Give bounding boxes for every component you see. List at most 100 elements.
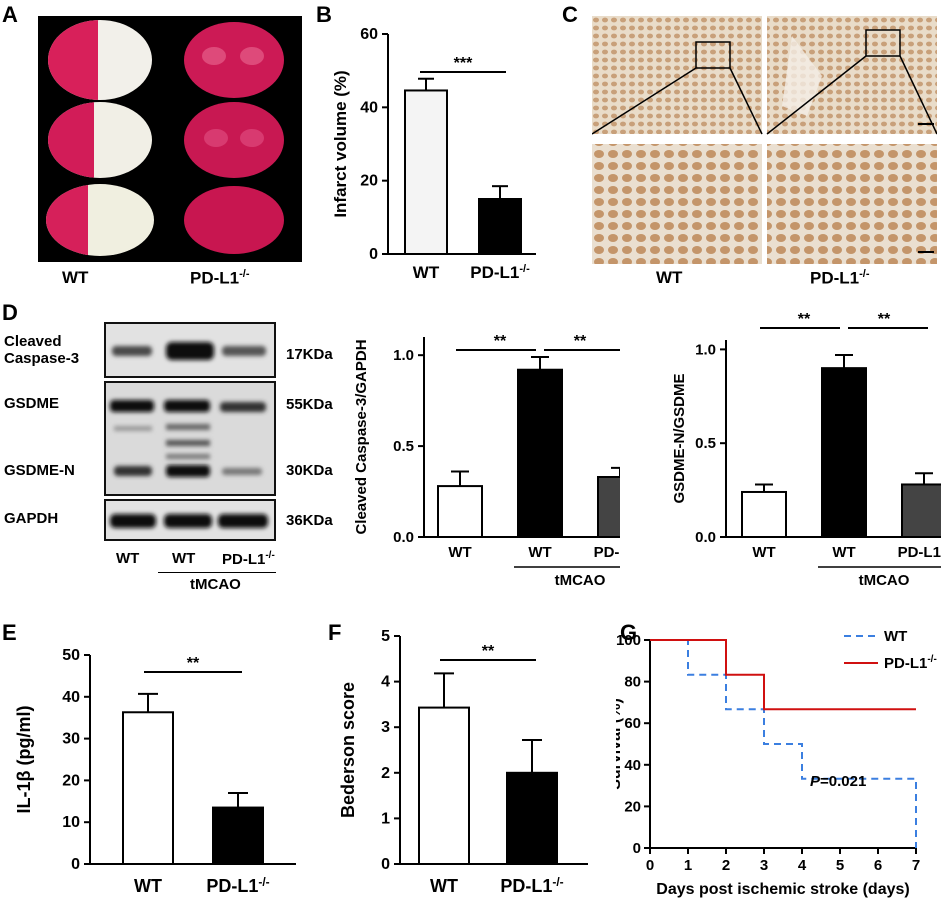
chart-b-layer: 0 20 40 60 Infarct volume (%) WT PD-L1-/- *** [331,26,536,282]
series-line [650,639,917,848]
y-tick-label: 0 [381,856,390,873]
y-tick-label: 0.5 [393,438,414,455]
bar [741,490,787,539]
significance-label: *** [454,55,473,72]
chart-f: 0 1 2 3 4 5 Bederson score WT PD-L1-/- ** [338,628,588,896]
y-tick-label: 60 [360,26,378,43]
panel-c-label-pdl1: PD-L1-/- [810,268,870,288]
chart-d1-layer: 0.0 0.5 1.0 Cleaved Caspase-3/GAPDH WT WT PD-L… [353,333,620,589]
panel-a-label-wt: WT [62,268,89,287]
y-tick-label: 80 [624,674,641,691]
x-tick-label: 6 [874,857,882,874]
y-tick-label: 0 [633,840,641,857]
y-tick-label: 0 [369,246,378,263]
x-tick-label: 5 [836,857,844,874]
chart-d2: 0.0 0.5 1.0 GSDME-N/GSDME WT WT PD-L1-/- ** ** tM… [671,311,941,589]
p-value-annotation: P=0.021 [810,773,866,790]
legend-label: WT [884,628,907,645]
blot-row-label: Cleaved Caspase-3 [4,333,80,367]
x-tick-label: PD-L1-/- [898,543,941,561]
ttc-brain-slices-image [38,16,302,262]
bar [418,706,470,866]
y-tick-label: 5 [381,628,390,645]
bar [517,368,563,538]
blot-size-label: 30KDa [286,462,333,479]
y-axis-label: Infarct volume (%) [331,70,350,217]
y-tick-label: 2 [381,765,390,782]
panel-label-g: G [620,620,638,645]
bar [437,485,483,539]
x-tick-label: WT [528,544,551,561]
bar [478,198,522,255]
y-tick-label: 100 [616,632,641,649]
bar [506,771,558,865]
panel-a-label-pdl1: PD-L1-/- [190,268,250,288]
y-axis-label: Survival (%) [616,698,624,790]
y-tick-label: 0.0 [695,529,716,546]
blot-size-label: 17KDa [286,346,333,363]
y-tick-label: 40 [360,99,378,116]
x-tick-label: 4 [798,857,807,874]
bar [597,476,620,538]
ihc-staining-image [592,16,937,264]
y-tick-label: 4 [381,674,390,691]
y-tick-label: 50 [62,647,80,664]
panel-label-f: F [328,620,342,645]
chart-f-layer: 0 1 2 3 4 5 Bederson score WT PD-L1-/- ** [338,628,588,896]
significance-label: ** [187,655,200,672]
x-tick-label: PD-L1-/- [470,263,530,282]
panel-label-c: C [562,2,578,27]
y-axis-label: Cleaved Caspase-3/GAPDH [353,339,370,534]
panel-c-label-wt: WT [656,268,683,287]
y-axis-label: Bederson score [338,682,358,818]
series-line [650,639,916,711]
panel-label-e: E [2,620,17,645]
chart-e: 0 10 20 30 40 50 IL-1β (pg/ml) WT PD-L1-/- ** [14,647,296,896]
y-tick-label: 20 [624,798,641,815]
bar [901,483,941,538]
x-tick-label: WT [413,263,440,282]
chart-d2-layer: 0.0 0.5 1.0 GSDME-N/GSDME WT WT PD-L1-/- ** ** tM… [671,311,941,589]
bar [404,89,448,256]
x-tick-label: WT [134,876,162,896]
y-tick-label: 0 [71,856,80,873]
significance-label: ** [482,643,495,660]
y-tick-label: 3 [381,719,390,736]
y-tick-label: 1 [381,810,390,827]
y-tick-label: 10 [62,814,80,831]
blot-row-label: GAPDH [4,510,59,527]
x-tick-label: 1 [684,857,692,874]
group-label: tMCAO [555,572,606,589]
blot-lane-label: PD-L1-/- [222,550,275,568]
y-tick-label: 1.0 [393,347,414,364]
legend-label: PD-L1-/- [884,654,937,672]
y-tick-label: 0.5 [695,435,716,452]
x-tick-label: PD-L1-/- [206,875,269,896]
group-label: tMCAO [859,572,910,589]
chart-e-layer: 0 10 20 30 40 50 IL-1β (pg/ml) WT PD-L1-/- ** [14,647,296,896]
x-tick-label: WT [832,544,855,561]
x-tick-label: WT [752,544,775,561]
bar [212,806,264,866]
blot-row-label: GSDME-N [4,462,75,479]
blot-group-label: tMCAO [190,576,241,593]
blot-lane-label: WT [172,550,196,567]
blot-size-label: 36KDa [286,512,333,529]
x-tick-label: 7 [912,857,920,874]
panel-label-d: D [2,300,18,325]
x-axis-label: Days post ischemic stroke (days) [656,881,909,898]
panel-label-b: B [316,2,332,27]
bar [122,711,174,865]
y-tick-label: 0.0 [393,529,414,546]
blot-lane-label: WT [116,550,140,567]
significance-label: ** [798,311,811,328]
significance-label: ** [878,311,891,328]
significance-label: ** [574,333,587,350]
y-tick-label: 40 [62,689,80,706]
x-tick-label: PD-L1-/- [500,875,563,896]
y-tick-label: 60 [624,715,641,732]
x-tick-label: PD-L1-/- [594,543,620,561]
chart-d1: 0.0 0.5 1.0 Cleaved Caspase-3/GAPDH WT WT PD-L… [353,333,620,589]
y-tick-label: 40 [624,757,641,774]
